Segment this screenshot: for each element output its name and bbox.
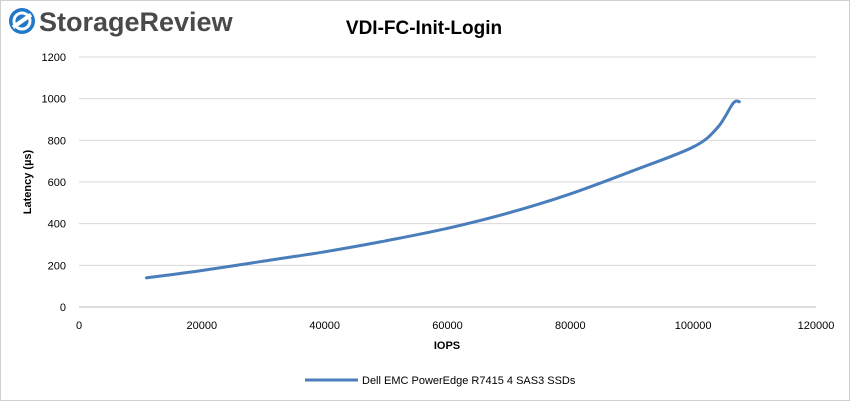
storagereview-logo-icon — [9, 8, 35, 34]
data-point — [261, 259, 265, 263]
data-point — [507, 211, 511, 215]
data-point — [384, 239, 388, 243]
y-tick-labels: 0 200 400 600 800 1000 1200 — [42, 52, 66, 314]
x-tick-label: 80000 — [555, 320, 586, 332]
data-point — [145, 276, 149, 280]
x-axis-title: IOPS — [434, 340, 460, 352]
y-tick-label: 800 — [48, 135, 66, 147]
data-point — [731, 101, 735, 105]
x-tick-labels: 0 20000 40000 60000 80000 100000 120000 — [76, 320, 834, 332]
chart-title: VDI-FC-Init-Login — [346, 18, 502, 39]
data-point — [446, 226, 449, 230]
x-tick-label: 40000 — [309, 320, 340, 332]
storagereview-logo: StorageReview — [9, 7, 234, 37]
brand-name: StorageReview — [39, 7, 234, 37]
legend-label: Dell EMC PowerEdge R7415 4 SAS3 SSDs — [362, 375, 576, 387]
y-tick-label: 400 — [48, 219, 66, 231]
x-tick-label: 100000 — [675, 320, 712, 332]
data-point — [200, 269, 204, 273]
data-point — [716, 125, 720, 129]
data-point — [630, 169, 634, 173]
data-point — [691, 145, 695, 149]
data-point — [323, 250, 327, 254]
y-tick-label: 1200 — [42, 52, 66, 64]
x-tick-label: 60000 — [432, 320, 463, 332]
series-line — [145, 99, 741, 280]
y-tick-label: 1000 — [42, 94, 66, 106]
y-axis-title: Latency (µs) — [22, 149, 34, 214]
x-tick-label: 120000 — [798, 320, 835, 332]
gridlines — [79, 56, 816, 266]
x-tick-label: 20000 — [187, 320, 218, 332]
y-tick-label: 200 — [48, 260, 66, 272]
legend[interactable]: Dell EMC PowerEdge R7415 4 SAS3 SSDs — [305, 375, 576, 387]
data-point — [568, 192, 572, 196]
y-tick-label: 600 — [48, 177, 66, 189]
data-point — [737, 100, 741, 104]
y-tick-label: 0 — [60, 302, 66, 314]
series-layer — [145, 99, 741, 280]
x-tick-label: 0 — [76, 320, 82, 332]
